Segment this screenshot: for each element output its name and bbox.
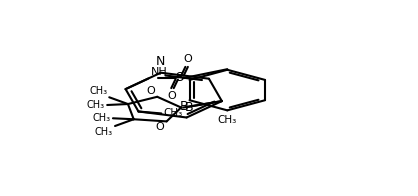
Text: B: B <box>180 100 189 113</box>
Text: B: B <box>184 101 193 114</box>
Text: O: O <box>167 91 176 101</box>
Text: O: O <box>156 122 165 132</box>
Text: S: S <box>176 71 184 84</box>
Text: O: O <box>184 54 192 64</box>
Text: N: N <box>156 55 166 68</box>
Text: O: O <box>146 86 155 96</box>
Text: CH₃: CH₃ <box>218 115 237 125</box>
Text: CH₃: CH₃ <box>89 86 107 96</box>
Text: CH₃: CH₃ <box>93 113 111 123</box>
Text: CH₃: CH₃ <box>163 108 183 118</box>
Text: CH₃: CH₃ <box>87 100 105 110</box>
Text: NH: NH <box>150 67 167 77</box>
Text: CH₃: CH₃ <box>95 127 113 137</box>
